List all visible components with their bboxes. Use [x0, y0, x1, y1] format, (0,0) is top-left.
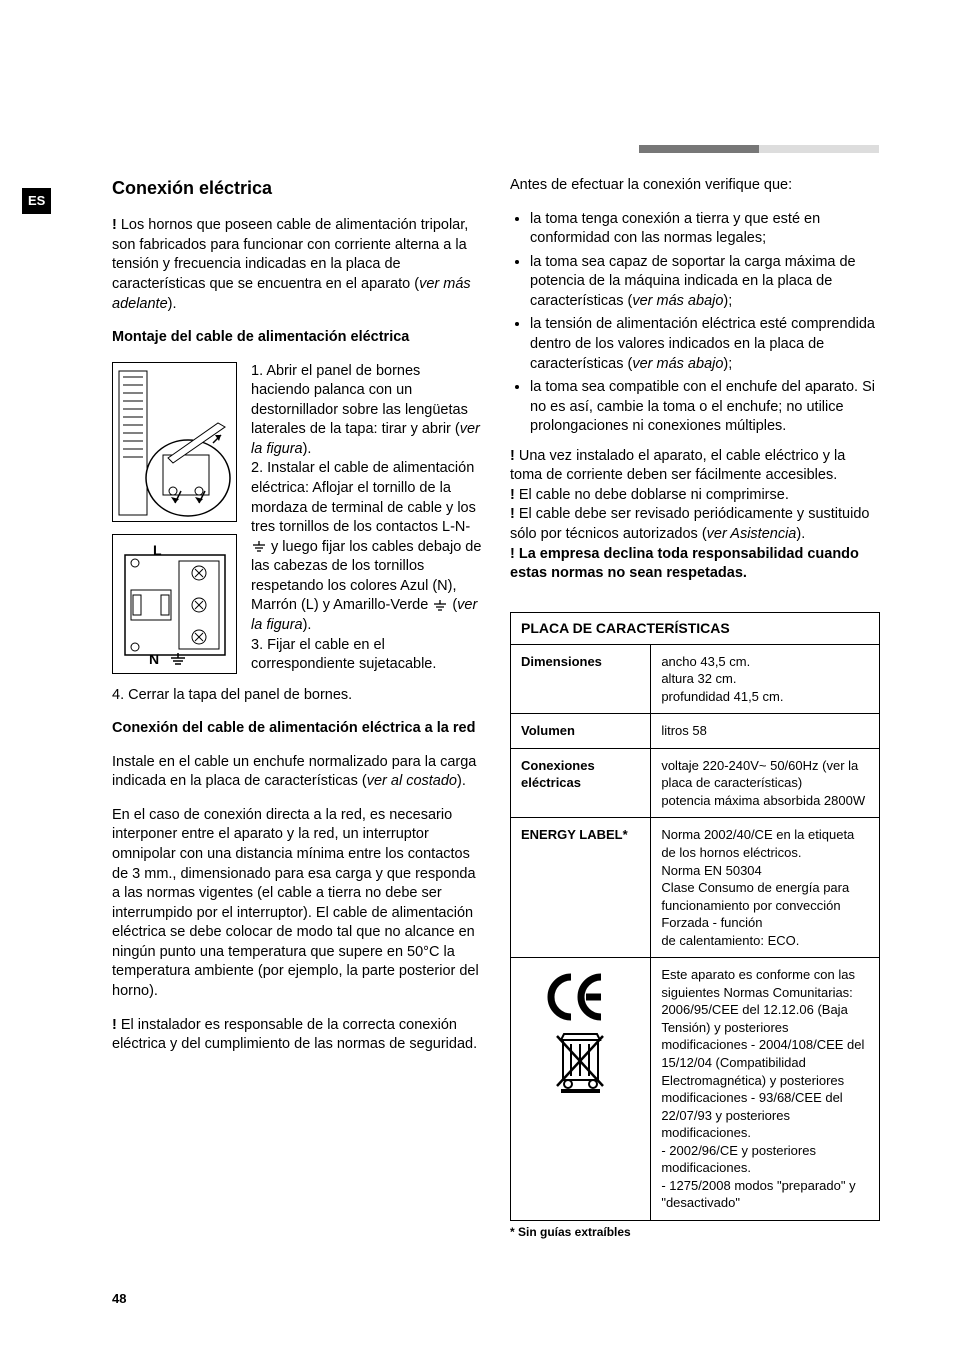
intro-paragraph: ! Los hornos que poseen cable de aliment… — [112, 216, 482, 314]
row-value: litros 58 — [651, 714, 879, 749]
label-L: L — [153, 541, 162, 560]
page-content: Conexión eléctrica ! Los hornos que pose… — [112, 176, 882, 1240]
p3-text: El instalador es responsable de la corre… — [112, 1017, 477, 1053]
warn-prefix: ! — [510, 448, 519, 464]
step-4: 4. Cerrar la tapa del panel de bornes. — [112, 686, 482, 706]
warn-3: ! El cable debe ser revisado periódicame… — [510, 505, 880, 544]
bullet-3: la tensión de alimentación eléctrica est… — [530, 315, 880, 374]
subhead-montaje: Montaje del cable de alimentación eléctr… — [112, 328, 482, 348]
right-column: Antes de efectuar la conexión verifique … — [510, 176, 880, 1240]
table-row: Dimensiones ancho 43,5 cm.altura 32 cm.p… — [511, 644, 879, 714]
label-N: N — [149, 650, 159, 669]
table-row: ENERGY LABEL* Norma 2002/40/CE en la eti… — [511, 818, 879, 958]
b3-close: ); — [723, 356, 732, 372]
section-heading: Conexión eléctrica — [112, 176, 482, 200]
intro-close: ). — [168, 296, 177, 312]
p2a-italic: ver al costado — [367, 773, 457, 789]
step2-c: ( — [448, 597, 457, 613]
bar-light — [759, 145, 879, 153]
p2a-close: ). — [457, 773, 466, 789]
ground-icon — [169, 653, 187, 667]
warn-1: ! Una vez instalado el aparato, el cable… — [510, 447, 880, 486]
b3-italic: ver más abajo — [632, 356, 723, 372]
bullet-2: la toma sea capaz de soportar la carga m… — [530, 253, 880, 312]
row-label: Dimensiones — [511, 644, 651, 714]
row-label: Volumen — [511, 714, 651, 749]
warn-4: ! La empresa declina toda responsabilida… — [510, 545, 880, 584]
warn-prefix: ! — [510, 506, 519, 522]
spec-table: PLACA DE CARACTERÍSTICAS Dimensiones anc… — [511, 613, 879, 1220]
ce-cell — [511, 958, 651, 1220]
bar-dark — [639, 145, 759, 153]
ground-icon — [251, 541, 267, 553]
language-badge: ES — [22, 188, 51, 214]
row-label: Conexiones eléctricas — [511, 748, 651, 818]
warn-prefix: ! — [510, 546, 519, 562]
step1-close: ). — [303, 441, 312, 457]
p2a: Instale en el cable un enchufe normaliza… — [112, 753, 482, 792]
warn-prefix: ! — [510, 487, 519, 503]
header-bars — [639, 145, 879, 153]
w1-text: Una vez instalado el aparato, el cable e… — [510, 448, 845, 484]
w3b: ). — [796, 526, 805, 542]
table-row: Volumen litros 58 — [511, 714, 879, 749]
figure-panel-open — [112, 362, 237, 522]
figure-group: L N — [112, 362, 237, 686]
row-value: ancho 43,5 cm.altura 32 cm.profundidad 4… — [651, 644, 879, 714]
lead: Antes de efectuar la conexión verifique … — [510, 176, 880, 196]
ground-icon — [432, 600, 448, 612]
table-footnote: * Sin guías extraíbles — [510, 1224, 880, 1240]
warn-2: ! El cable no debe doblarse ni comprimir… — [510, 486, 880, 506]
b2-italic: ver más abajo — [632, 293, 723, 309]
table-title: PLACA DE CARACTERÍSTICAS — [511, 613, 879, 644]
table-row: Conexiones eléctricas voltaje 220-240V~ … — [511, 748, 879, 818]
ce-mark-icon — [546, 972, 616, 1022]
table-row: Este aparato es conforme con las siguien… — [511, 958, 879, 1220]
warn-prefix: ! — [112, 217, 121, 233]
step1-text: 1. Abrir el panel de bornes haciendo pal… — [251, 363, 468, 438]
warn-prefix: ! — [112, 1017, 121, 1033]
row-value: Norma 2002/40/CE en la etiqueta de los h… — [651, 818, 879, 958]
subhead-red: Conexión del cable de alimentación eléct… — [112, 719, 482, 739]
figure-terminal-block: L N — [112, 534, 237, 674]
p3: ! El instalador es responsable de la cor… — [112, 1016, 482, 1055]
w3a: El cable debe ser revisado periódicament… — [510, 506, 869, 542]
spec-table-wrap: PLACA DE CARACTERÍSTICAS Dimensiones anc… — [510, 612, 880, 1221]
w4-text: La empresa declina toda responsabilidad … — [510, 546, 859, 582]
step2-d: ). — [303, 617, 312, 633]
left-column: Conexión eléctrica ! Los hornos que pose… — [112, 176, 482, 1240]
bullet-4: la toma sea compatible con el enchufe de… — [530, 378, 880, 437]
row-value: Este aparato es conforme con las siguien… — [651, 958, 879, 1220]
intro-text: Los hornos que poseen cable de alimentac… — [112, 217, 468, 292]
p2b: En el caso de conexión directa a la red,… — [112, 806, 482, 1002]
bullet-1: la toma tenga conexión a tierra y que es… — [530, 210, 880, 249]
row-value: voltaje 220-240V~ 50/60Hz (ver la placa … — [651, 748, 879, 818]
w3-italic: ver Asistencia — [707, 526, 797, 542]
w2-text: El cable no debe doblarse ni comprimirse… — [519, 487, 789, 503]
b2-close: ); — [723, 293, 732, 309]
bullet-list: la toma tenga conexión a tierra y que es… — [530, 210, 880, 437]
step2-a: 2. Instalar el cable de alimentación elé… — [251, 460, 476, 535]
row-label: ENERGY LABEL* — [511, 818, 651, 958]
page-number: 48 — [112, 1290, 126, 1308]
weee-bin-icon — [553, 1028, 608, 1093]
